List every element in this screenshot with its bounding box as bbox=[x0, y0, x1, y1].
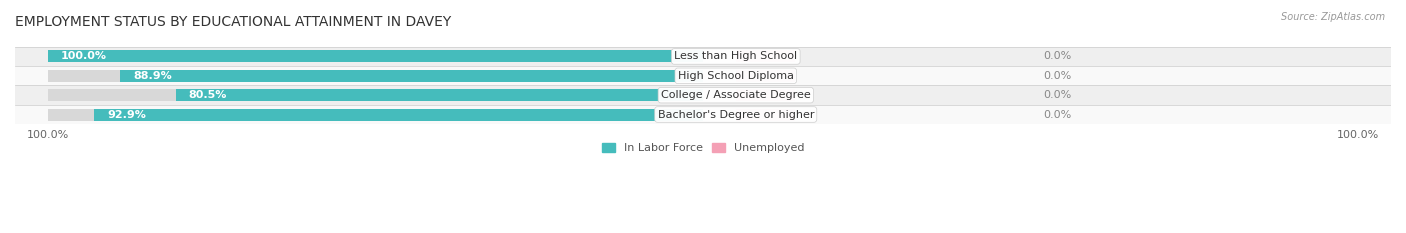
Bar bbox=[48, 70, 703, 82]
Text: 0.0%: 0.0% bbox=[1043, 90, 1071, 100]
Text: 92.9%: 92.9% bbox=[107, 110, 146, 120]
Bar bbox=[15, 105, 1391, 124]
Bar bbox=[48, 51, 703, 62]
Text: EMPLOYMENT STATUS BY EDUCATIONAL ATTAINMENT IN DAVEY: EMPLOYMENT STATUS BY EDUCATIONAL ATTAINM… bbox=[15, 15, 451, 29]
Text: Less than High School: Less than High School bbox=[675, 51, 797, 62]
Bar bbox=[94, 109, 703, 120]
Text: High School Diploma: High School Diploma bbox=[678, 71, 794, 81]
Bar bbox=[121, 70, 703, 82]
Bar bbox=[735, 70, 794, 82]
Text: College / Associate Degree: College / Associate Degree bbox=[661, 90, 811, 100]
Text: 88.9%: 88.9% bbox=[134, 71, 173, 81]
Text: 80.5%: 80.5% bbox=[188, 90, 226, 100]
Bar bbox=[735, 51, 794, 62]
Bar bbox=[15, 66, 1391, 86]
Bar bbox=[176, 89, 703, 101]
Bar bbox=[48, 109, 703, 120]
Text: 100.0%: 100.0% bbox=[60, 51, 107, 62]
Text: 0.0%: 0.0% bbox=[1043, 51, 1071, 62]
Bar bbox=[48, 51, 703, 62]
Bar bbox=[735, 89, 794, 101]
Text: 0.0%: 0.0% bbox=[1043, 110, 1071, 120]
Bar bbox=[15, 86, 1391, 105]
Text: 0.0%: 0.0% bbox=[1043, 71, 1071, 81]
Text: Bachelor's Degree or higher: Bachelor's Degree or higher bbox=[658, 110, 814, 120]
Legend: In Labor Force, Unemployed: In Labor Force, Unemployed bbox=[598, 138, 808, 158]
Bar bbox=[15, 47, 1391, 66]
Bar bbox=[48, 89, 703, 101]
Bar bbox=[735, 109, 794, 120]
Text: Source: ZipAtlas.com: Source: ZipAtlas.com bbox=[1281, 12, 1385, 22]
